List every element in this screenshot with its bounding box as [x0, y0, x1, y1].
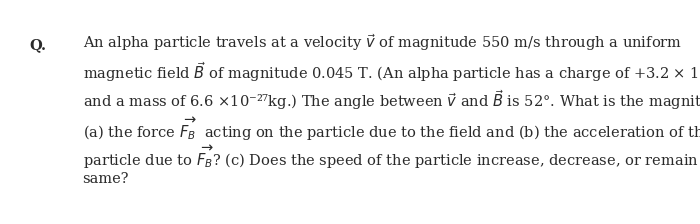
Text: magnetic field $\vec{B}$ of magnitude 0.045 T. (An alpha particle has a charge o: magnetic field $\vec{B}$ of magnitude 0.…: [83, 60, 700, 84]
Text: Q.: Q.: [29, 38, 46, 52]
Text: particle due to $\overrightarrow{F_B}$? (c) Does the speed of the particle incre: particle due to $\overrightarrow{F_B}$? …: [83, 144, 700, 171]
Text: (a) the force $\overrightarrow{F_B}$  acting on the particle due to the field an: (a) the force $\overrightarrow{F_B}$ act…: [83, 116, 700, 143]
Text: same?: same?: [83, 172, 129, 186]
Text: and a mass of 6.6 ×10⁻²⁷kg.) The angle between $\vec{v}$ and $\vec{B}$ is 52°. W: and a mass of 6.6 ×10⁻²⁷kg.) The angle b…: [83, 88, 700, 112]
Text: An alpha particle travels at a velocity $\vec{v}$ of magnitude 550 m/s through a: An alpha particle travels at a velocity …: [83, 32, 682, 53]
